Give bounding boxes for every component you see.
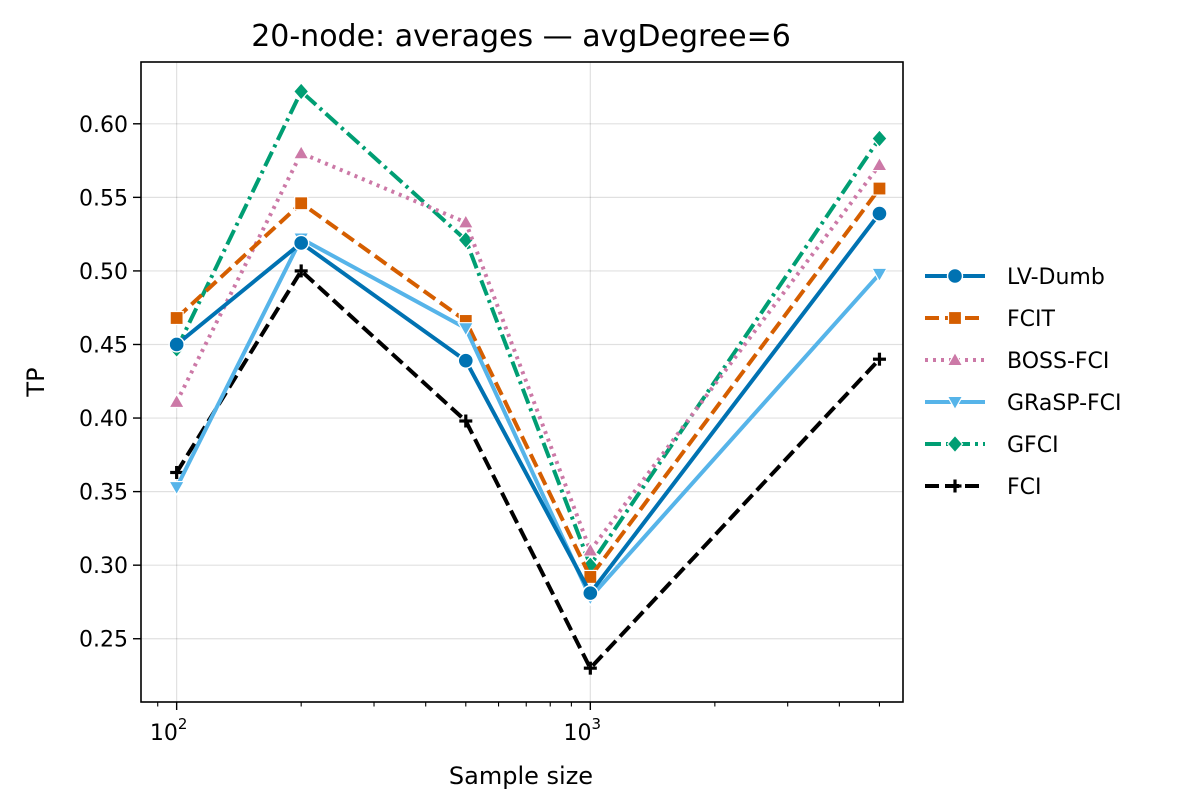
data-point [168, 480, 186, 496]
legend: LV-Dumb FCIT BOSS-FCI GRaSP-FCI GFCI FCI [925, 265, 1122, 500]
data-point [292, 144, 310, 160]
data-point [168, 393, 186, 409]
data-point [583, 661, 597, 675]
legend-item: GRaSP-FCI [925, 391, 1122, 416]
legend-item: FCI [925, 475, 1042, 500]
data-point [948, 479, 962, 493]
data-point [947, 310, 963, 326]
legend-item: FCIT [925, 307, 1056, 332]
axes: 0.25 0.30 0.35 0.40 0.45 0.50 0.55 0.60 102 103 [79, 113, 881, 746]
data-point [946, 395, 964, 411]
data-point [871, 129, 888, 148]
data-point [457, 322, 475, 338]
x-tick-label: 103 [564, 715, 602, 746]
y-tick-label: 0.60 [79, 113, 128, 138]
legend-item: GFCI [925, 433, 1059, 458]
series-group [168, 82, 888, 675]
x-tick-exponent: 3 [592, 715, 602, 733]
chart-title: 20-node: averages — avgDegree=6 [251, 19, 791, 54]
data-point [581, 541, 599, 557]
data-point [459, 414, 473, 428]
x-axis-label: Sample size [449, 762, 593, 790]
legend-label: BOSS-FCI [1007, 349, 1109, 374]
y-tick-label: 0.55 [79, 186, 128, 211]
data-point [170, 465, 184, 479]
legend-label: GFCI [1007, 433, 1059, 458]
data-point [292, 82, 310, 101]
data-point [294, 264, 308, 278]
data-point [292, 234, 310, 252]
data-point [871, 205, 888, 222]
legend-label: FCIT [1007, 307, 1056, 332]
series-fcit [169, 181, 887, 585]
data-point [457, 352, 474, 369]
series-boss-fci [168, 144, 888, 557]
data-point [946, 267, 964, 285]
x-tick-label: 102 [150, 715, 188, 746]
series-gfci [168, 82, 888, 575]
legend-label: LV-Dumb [1007, 265, 1105, 290]
data-point [870, 267, 888, 283]
y-axis-label: TP [22, 367, 50, 397]
data-point [872, 181, 887, 196]
legend-item: LV-Dumb [925, 265, 1105, 290]
data-point [457, 213, 475, 229]
data-point [946, 351, 964, 367]
legend-label: FCI [1007, 475, 1042, 500]
x-tick-exponent: 2 [178, 715, 188, 733]
data-point [582, 584, 599, 602]
y-tick-label: 0.35 [79, 481, 128, 506]
legend-label: GRaSP-FCI [1007, 391, 1122, 416]
legend-item: BOSS-FCI [925, 349, 1109, 374]
y-tick-label: 0.45 [79, 333, 128, 358]
data-point [946, 434, 964, 454]
data-point [168, 336, 185, 353]
data-point [872, 352, 886, 366]
data-point [294, 196, 309, 211]
y-tick-label: 0.40 [79, 407, 128, 432]
data-point [870, 156, 888, 172]
y-tick-label: 0.25 [79, 628, 128, 653]
y-tick-label: 0.30 [79, 554, 128, 579]
series-lv-dumb [168, 205, 888, 602]
data-point [169, 310, 184, 326]
series-fci [170, 264, 886, 675]
y-tick-label: 0.50 [79, 260, 128, 285]
plot-frame [140, 61, 904, 703]
series-line [175, 187, 882, 579]
